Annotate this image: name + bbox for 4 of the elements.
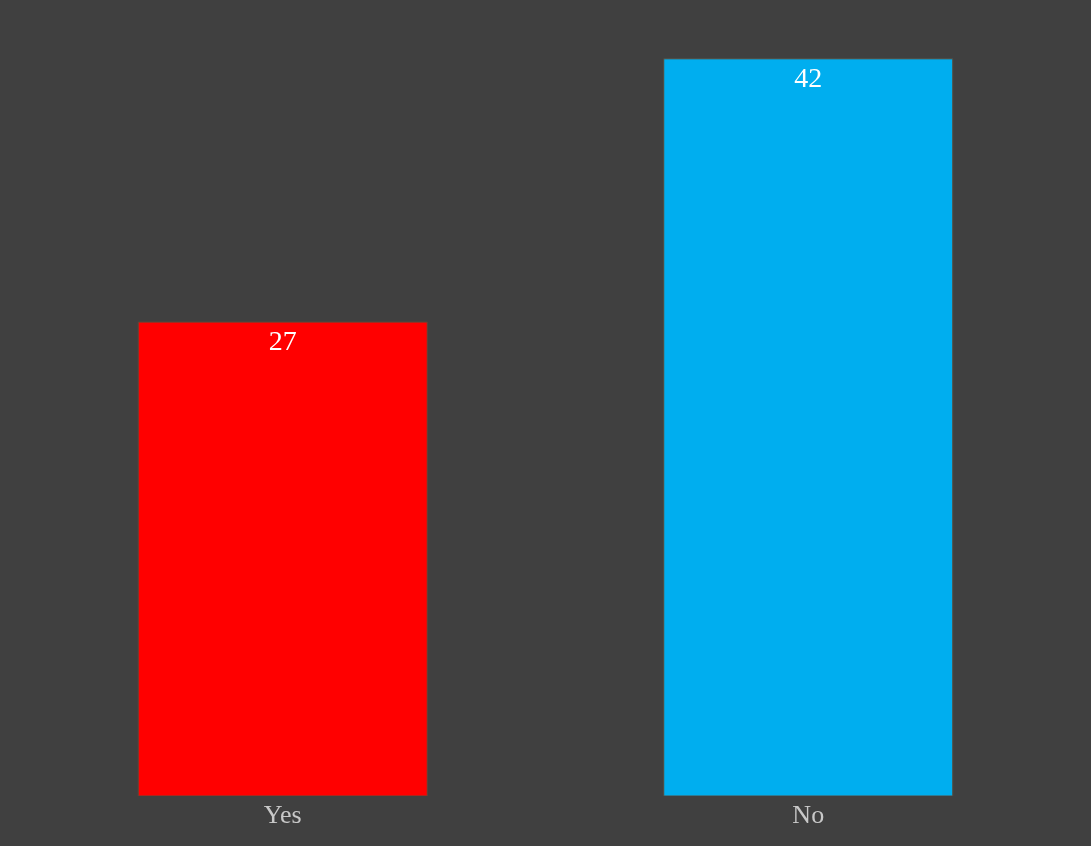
x-tick-label: No [792, 800, 825, 829]
data-label: 27 [268, 325, 297, 357]
x-tick-label: Yes [263, 800, 302, 829]
data-label: 42 [794, 61, 823, 93]
